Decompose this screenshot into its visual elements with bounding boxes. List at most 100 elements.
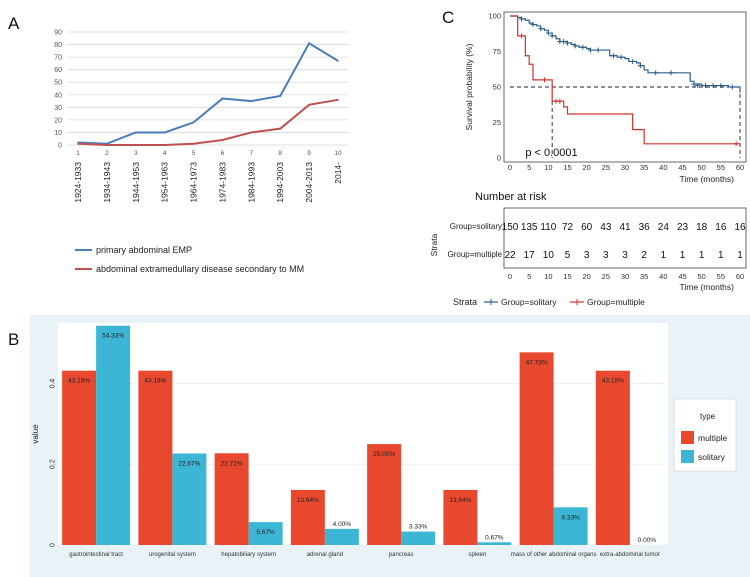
panel-a-line-chart: 0 10 20 30 40 50 60 70 80 90 1 1924-1933 2 1934-1943 3…	[54, 30, 348, 274]
risk-x-tick-label: 10	[544, 272, 552, 281]
x-index-label: 10	[334, 150, 342, 157]
risk-x-axis-title: Time (months)	[680, 282, 735, 292]
censor-mark	[718, 83, 724, 89]
bar-solitary	[96, 325, 131, 545]
data-point	[192, 121, 195, 124]
x-tick-label: 0	[508, 163, 512, 172]
risk-value: 24	[658, 222, 670, 233]
risk-value: 150	[502, 222, 519, 233]
legend-label: solitary	[698, 452, 726, 462]
series-line-primary-emp	[77, 41, 339, 145]
x-tick-label: 20	[582, 163, 590, 172]
y-tick-label: 90	[54, 30, 62, 37]
censor-mark	[630, 58, 636, 64]
x-index-label: 1	[76, 150, 80, 157]
risk-value: 10	[543, 250, 555, 261]
risk-value: 60	[581, 222, 593, 233]
censor-mark	[561, 39, 567, 45]
censor-mark	[703, 83, 708, 89]
bar-data-label: 47.73%	[526, 359, 548, 366]
censor-mark	[695, 83, 701, 89]
censor-mark	[557, 98, 563, 104]
bar-solitary	[553, 507, 588, 545]
y-tick-label: 0.4	[50, 379, 57, 389]
x-index-label: 2	[105, 150, 109, 157]
risk-x-tick-label: 0	[508, 272, 512, 281]
risk-value: 36	[639, 222, 651, 233]
legend-label: Group=solitary	[501, 297, 557, 307]
risk-value: 2	[641, 250, 647, 261]
data-point	[77, 142, 79, 145]
risk-value: 18	[696, 222, 708, 233]
data-point	[250, 100, 253, 102]
x-tick-label: 35	[640, 163, 648, 172]
y-tick-label: 60	[54, 67, 62, 74]
panel-label-a: A	[8, 14, 20, 33]
bar-data-label: 43.18%	[144, 378, 166, 385]
risk-table-frame	[503, 207, 747, 269]
censor-mark	[519, 33, 524, 39]
data-point	[337, 60, 339, 62]
bar-data-label: 22.67%	[178, 460, 200, 467]
legend-swatch	[681, 450, 694, 463]
x-tick-label: 30	[621, 163, 629, 172]
x-tick-label: 1994-2003	[275, 162, 285, 203]
risk-x-tick-label: 30	[621, 272, 629, 281]
x-index-label: 7	[250, 150, 254, 157]
y-tick-label: 20	[54, 117, 62, 124]
bar-data-label: 4.00%	[333, 521, 352, 528]
x-tick-label: adrenal gland	[307, 552, 343, 558]
risk-value: 1	[661, 250, 667, 261]
censor-mark	[595, 47, 601, 53]
x-tick-label: 40	[659, 163, 667, 172]
legend-swatch	[681, 431, 694, 444]
risk-x-tick-label: 20	[582, 272, 590, 281]
censor-mark	[729, 84, 735, 90]
censor-mark	[653, 70, 659, 76]
x-tick-label: spleen	[469, 552, 487, 558]
bar-data-label: 0.00%	[638, 537, 657, 544]
y-tick-label: 70	[54, 55, 62, 62]
risk-x-tick-label: 50	[697, 272, 705, 281]
data-point	[163, 144, 166, 146]
y-tick-label: 25	[493, 118, 501, 127]
censor-mark	[519, 16, 524, 22]
risk-value: 3	[603, 250, 609, 261]
risk-value: 3	[584, 250, 590, 261]
risk-x-tick-label: 55	[717, 272, 725, 281]
bar-data-label: 3.33%	[409, 524, 428, 531]
series-line-secondary-mm	[77, 98, 339, 146]
risk-value: 1	[680, 250, 686, 261]
x-tick-label: 1984-1993	[246, 162, 256, 203]
risk-value: 1	[699, 250, 705, 261]
censor-mark	[542, 77, 547, 83]
data-point	[221, 139, 224, 141]
censor-mark	[549, 33, 555, 39]
x-axis-title: Time (months)	[680, 174, 735, 184]
plot-frame	[503, 11, 747, 163]
risk-value: 22	[504, 250, 516, 261]
bar-data-label: 54.33%	[102, 333, 124, 340]
risk-x-tick-label: 40	[659, 272, 667, 281]
data-point	[134, 144, 137, 146]
data-point	[279, 127, 282, 130]
x-index-label: 4	[163, 150, 167, 157]
censor-mark	[611, 53, 616, 59]
panel-b-bar-chart: 0 0.2 0.4 value 43.18% 54.33% gastrointestinal…	[30, 315, 750, 577]
data-point	[308, 42, 310, 45]
data-point	[279, 95, 282, 97]
bar-multiple	[62, 370, 97, 545]
legend-label: multiple	[698, 433, 728, 443]
bar-multiple	[214, 453, 249, 545]
censor-mark	[691, 81, 697, 87]
x-index-label: 6	[221, 150, 225, 157]
censor-mark	[710, 83, 716, 89]
bar-multiple	[443, 489, 478, 545]
legend-label: abdominal extramedullary disease seconda…	[96, 264, 304, 274]
risk-table-strata-label: Strata	[429, 233, 439, 256]
risk-x-tick-label: 15	[563, 272, 571, 281]
data-point	[163, 131, 166, 134]
risk-value: 72	[562, 222, 574, 233]
x-tick-label: 60	[736, 163, 744, 172]
legend-label: Group=multiple	[587, 297, 645, 307]
